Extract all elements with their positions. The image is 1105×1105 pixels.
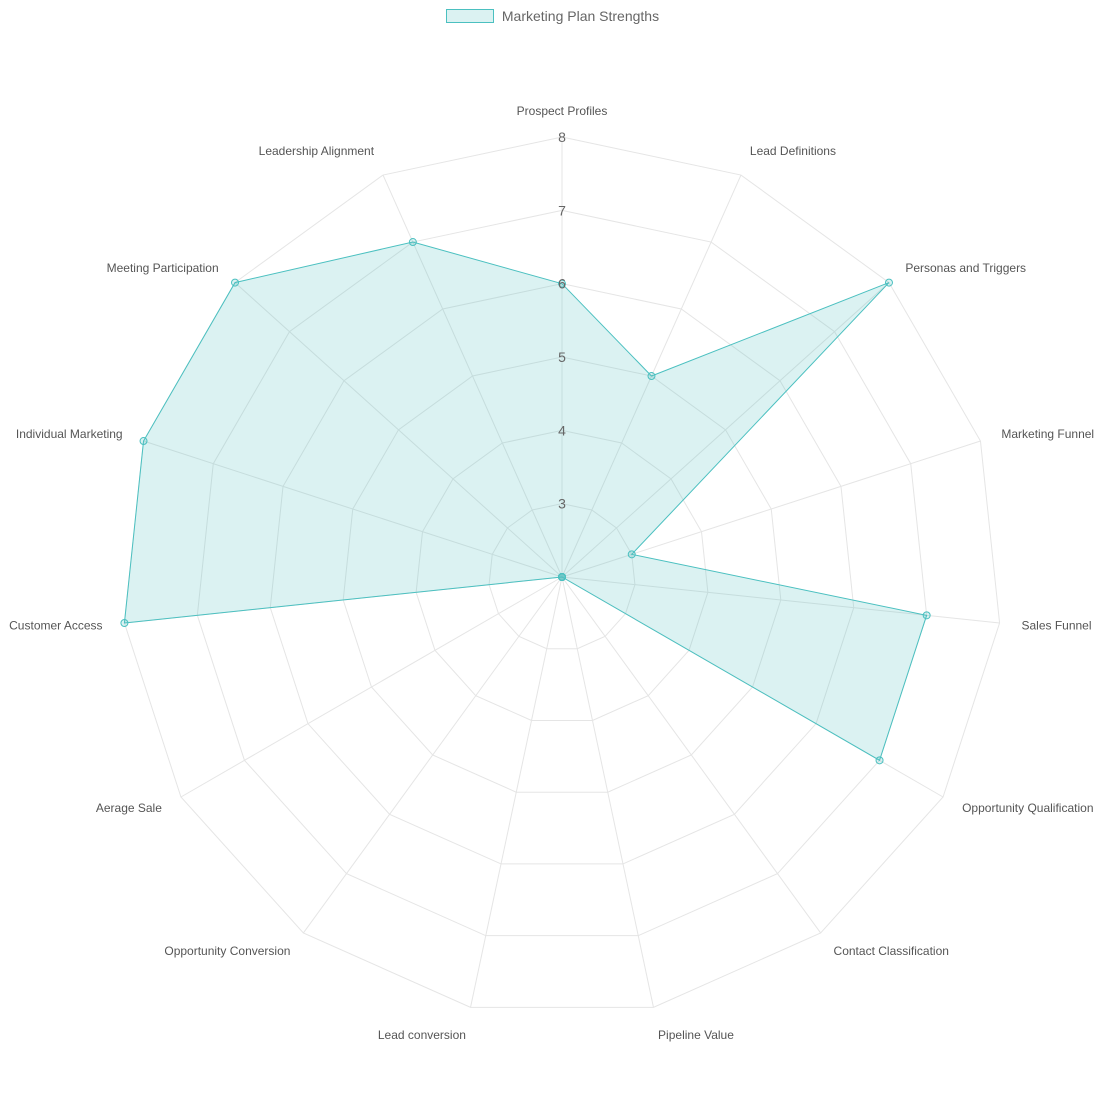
angle-line [561,576,654,1008]
grid-ring [342,356,782,793]
legend[interactable]: Marketing Plan Strengths [0,8,1105,24]
tick-label: 8 [558,129,566,145]
data-point [120,618,129,627]
axis-label: Leadership Alignment [259,144,375,158]
grid-ring [269,283,855,865]
tick-label: 5 [558,349,566,365]
tick-label: 4 [558,422,566,438]
axis-label: Individual Marketing [16,427,123,441]
data-point [875,756,884,765]
data-point [558,279,566,288]
axis-label: Lead Definitions [750,144,836,158]
angle-line [470,576,563,1008]
grid-ring [415,429,709,721]
axis-label: Opportunity Qualification [962,801,1093,815]
angle-line [180,576,563,798]
series-area [123,241,928,762]
axis-label: Personas and Triggers [905,261,1026,275]
angle-line [143,440,563,578]
angle-line [561,576,822,934]
axis-label: Opportunity Conversion [164,944,290,958]
data-point [627,550,636,559]
tick-label: 3 [558,496,566,512]
axis-label: Aerage Sale [96,801,162,815]
axis-label: Sales Funnel [1021,618,1091,632]
legend-swatch [445,9,494,23]
grid-ring [196,209,928,937]
axis-label: Marketing Funnel [1001,427,1094,441]
axis-label: Lead conversion [378,1028,466,1042]
data-point [558,573,566,581]
data-point [884,278,893,287]
angle-line [561,282,890,578]
axis-label: Contact Classification [834,944,949,958]
data-point [922,611,931,620]
axis-label: Meeting Participation [107,261,219,275]
grid-ring [488,503,636,650]
data-point [647,372,656,381]
legend-label: Marketing Plan Strengths [501,8,660,24]
tick-label: 7 [558,202,566,218]
angle-line [302,576,563,934]
data-point [408,238,417,247]
axis-label: Pipeline Value [658,1028,734,1042]
tick-label: 6 [558,276,566,292]
angle-line [234,282,563,578]
axis-label: Prospect Profiles [517,104,608,118]
axis-label: Customer Access [9,618,102,632]
data-point [231,278,240,287]
data-point [139,437,148,446]
